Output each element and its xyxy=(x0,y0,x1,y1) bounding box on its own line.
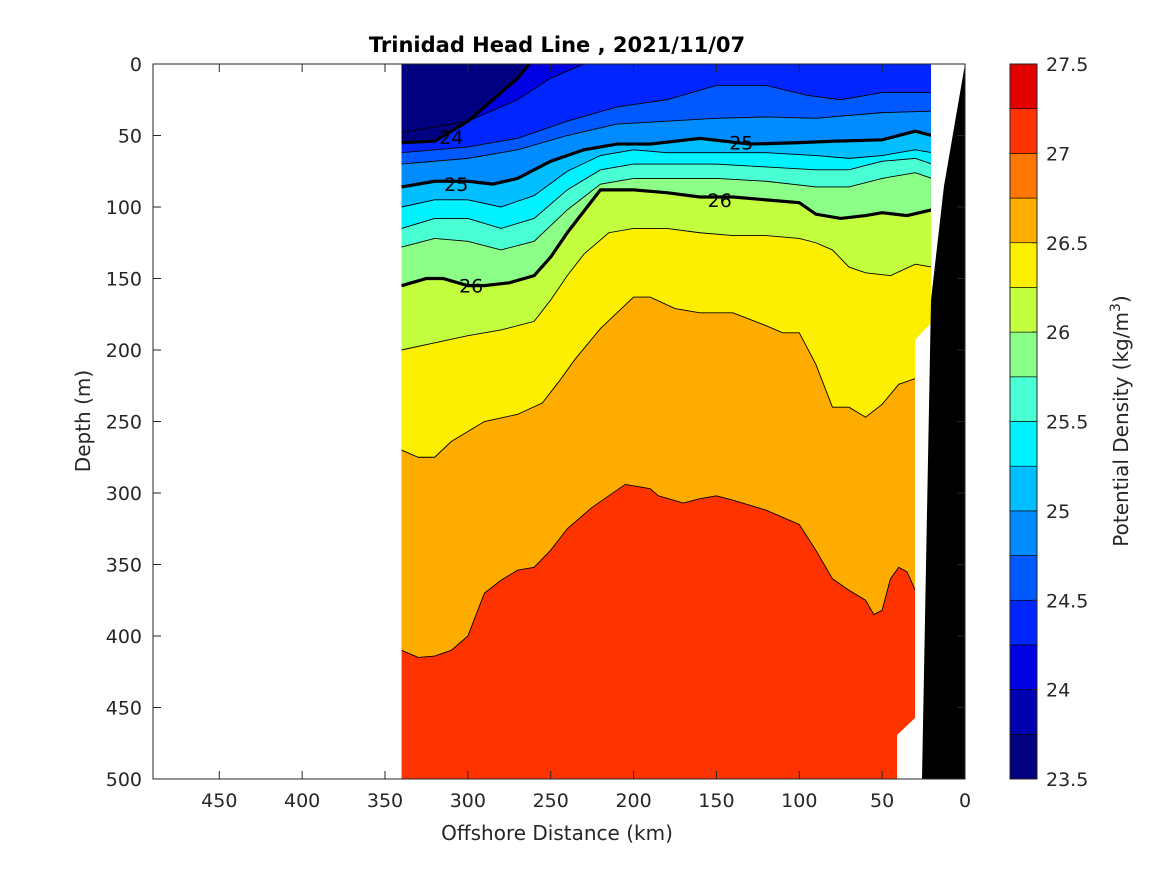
x-axis-label: Offshore Distance (km) xyxy=(441,821,673,845)
isopycnal-25.5 xyxy=(401,157,933,229)
colorbar-tick-label: 26 xyxy=(1046,322,1070,344)
colorbar-tick-label: 27 xyxy=(1046,143,1070,165)
contour-label: 26 xyxy=(708,190,732,212)
land-bathymetry xyxy=(922,64,965,779)
isopycnal-25.25 xyxy=(401,149,932,208)
colorbar-ticks: 23.5 24 24.5 25 25.5 26 26.5 27 27.5 xyxy=(1032,54,1088,791)
x-tick-label: 200 xyxy=(615,790,651,812)
colorbar-tick-label: 24 xyxy=(1046,680,1070,702)
colorbar-swatch-24.25 xyxy=(1009,599,1038,646)
isopycnal-26.75 xyxy=(401,483,916,658)
chart-title: Trinidad Head Line , 2021/11/07 xyxy=(369,33,745,57)
colorbar-swatch-26.5 xyxy=(1009,197,1038,244)
x-axis-ticks: 450 400 350 300 250 200 150 100 50 0 xyxy=(201,64,971,812)
colorbar-label: Potential Density (kg/m3) xyxy=(1108,295,1133,546)
colorbar-swatch-26.75 xyxy=(1009,153,1038,199)
isopycnal-26.5 xyxy=(401,296,916,458)
y-axis-ticks: 0 50 100 150 200 250 300 350 400 450 500 xyxy=(106,54,965,791)
x-tick-label: 450 xyxy=(201,790,237,812)
isopycnal-24 xyxy=(401,64,531,145)
x-tick-label: 100 xyxy=(781,790,817,812)
isopycnal-24.75 xyxy=(401,110,932,165)
contour-labels: 24 25 25 26 26 xyxy=(439,127,753,298)
x-tick-label: 50 xyxy=(870,790,894,812)
x-tick-label: 400 xyxy=(284,790,320,812)
colorbar-swatch-23.5 xyxy=(1009,734,1038,780)
x-tick-label: 150 xyxy=(698,790,734,812)
colorbar-swatch-27.25 xyxy=(1009,63,1038,109)
colorbar-swatch-24.75 xyxy=(1009,510,1038,556)
isopycnal-24.25 xyxy=(401,64,585,134)
isopycnal-25.75 xyxy=(401,172,933,251)
y-axis-label: Depth (m) xyxy=(71,370,95,472)
colorbar-swatch-23.75 xyxy=(1009,689,1038,735)
y-tick-label: 0 xyxy=(130,54,142,76)
x-tick-label: 300 xyxy=(450,790,486,812)
contour-plot-area: 24 25 25 26 26 xyxy=(153,64,965,779)
x-tick-label: 0 xyxy=(959,790,971,812)
colorbar-tick-label: 23.5 xyxy=(1046,769,1088,791)
contour-label: 25 xyxy=(729,133,753,155)
colorbar-tick-label: 24.5 xyxy=(1046,590,1088,612)
isopycnal-25 xyxy=(401,129,933,189)
contour-label: 25 xyxy=(444,174,468,196)
colorbar-swatch-25.75 xyxy=(1009,331,1038,378)
colorbar-label-close: ) xyxy=(1109,295,1133,303)
colorbar-swatch-25 xyxy=(1009,465,1038,512)
colorbar-tick-label: 25 xyxy=(1046,501,1070,523)
colorbar xyxy=(1009,63,1038,780)
y-tick-label: 150 xyxy=(106,269,142,291)
colorbar-swatch-27 xyxy=(1009,108,1038,154)
y-tick-label: 450 xyxy=(106,698,142,720)
y-tick-label: 50 xyxy=(118,126,142,148)
colorbar-tick-label: 26.5 xyxy=(1046,233,1088,255)
y-tick-label: 500 xyxy=(106,769,142,791)
colorbar-swatch-24.5 xyxy=(1009,555,1038,601)
y-tick-label: 300 xyxy=(106,483,142,505)
density-band-23.5 xyxy=(401,64,530,143)
colorbar-swatch-25.5 xyxy=(1009,376,1038,422)
colorbar-swatch-26 xyxy=(1009,287,1038,333)
contour-fills xyxy=(401,64,932,779)
x-tick-label: 350 xyxy=(367,790,403,812)
colorbar-label-superscript: 3 xyxy=(1108,303,1124,312)
colorbar-tick-label: 27.5 xyxy=(1046,54,1088,76)
colorbar-swatch-25.25 xyxy=(1009,421,1038,467)
isopycnal-26.25 xyxy=(401,227,932,351)
x-tick-label: 250 xyxy=(533,790,569,812)
y-tick-label: 400 xyxy=(106,626,142,648)
isopycnal-24.5 xyxy=(401,84,932,154)
y-tick-label: 100 xyxy=(106,197,142,219)
density-band-24 xyxy=(401,64,932,133)
y-tick-label: 350 xyxy=(106,555,142,577)
isopycnal-26 xyxy=(401,188,933,288)
colorbar-swatch-26.25 xyxy=(1009,242,1038,288)
contour-label: 26 xyxy=(459,276,483,298)
y-tick-label: 250 xyxy=(106,412,142,434)
colorbar-tick-label: 25.5 xyxy=(1046,412,1088,434)
contour-lines xyxy=(401,64,933,658)
colorbar-swatch-24 xyxy=(1009,644,1038,690)
coastline-mask xyxy=(897,64,965,779)
y-tick-label: 200 xyxy=(106,340,142,362)
contour-label: 24 xyxy=(439,127,463,149)
